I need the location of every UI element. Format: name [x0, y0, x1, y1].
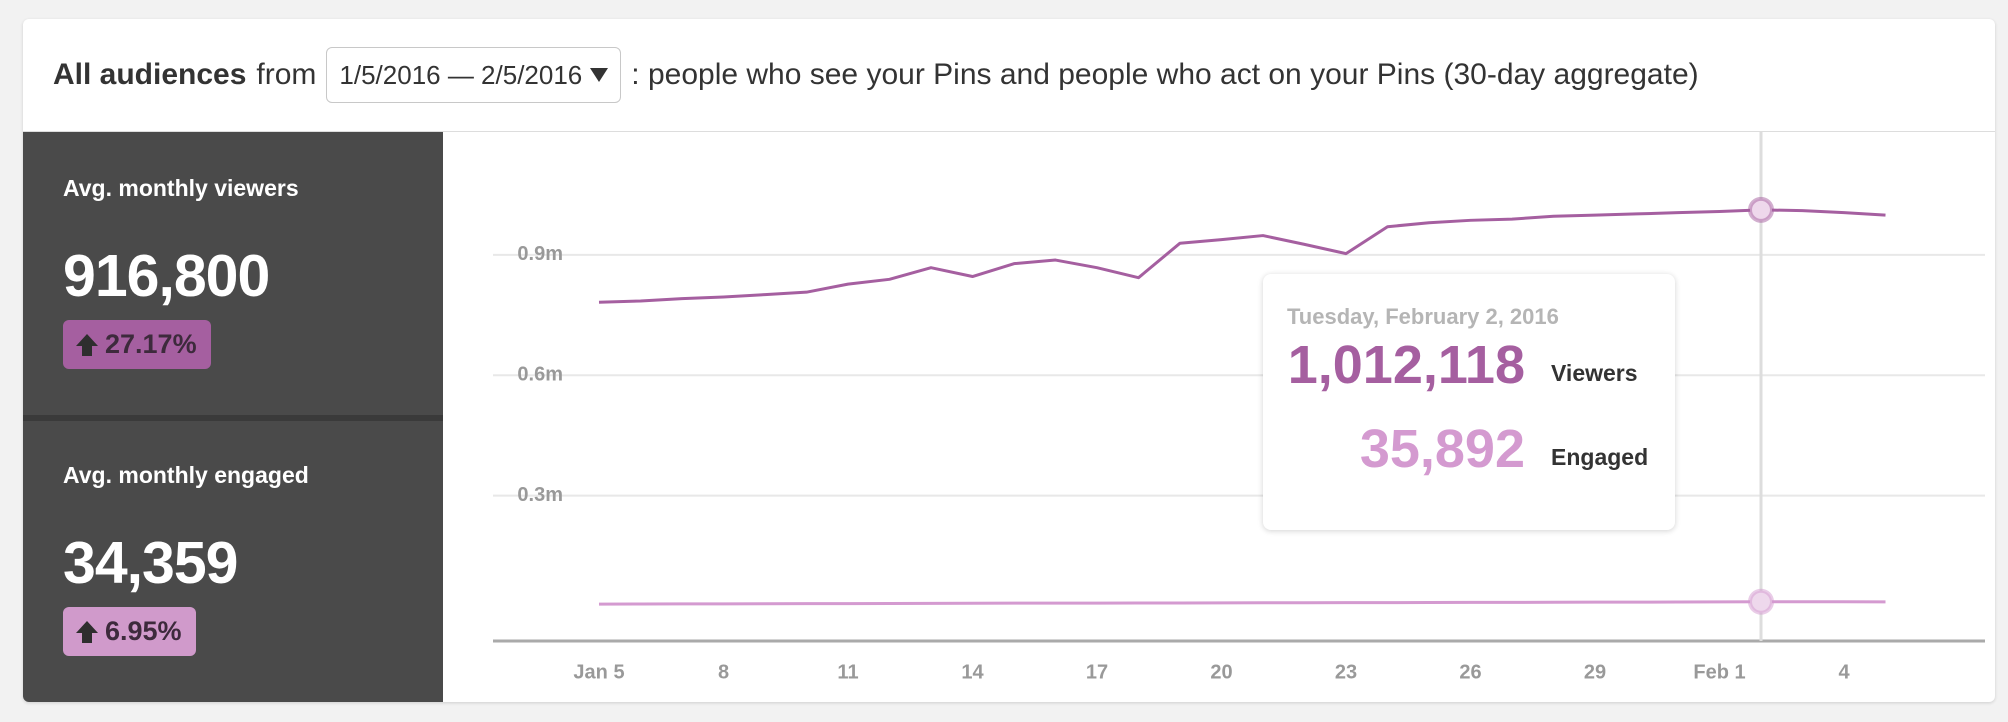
divider [23, 415, 443, 421]
series-line [598, 208, 1886, 304]
tooltip-series: Viewers [1551, 360, 1638, 386]
tooltip: Tuesday, February 2, 2016 1,012,118 View… [1263, 274, 1675, 530]
y-tick-label: 0.9m [517, 243, 563, 265]
summary-label: Avg. monthly viewers [63, 175, 299, 201]
audience-card: All audiences from 1/5/2016 — 2/5/2016 :… [23, 19, 1995, 702]
change-value: 27.17% [105, 329, 197, 359]
x-tick-label: 14 [961, 661, 984, 683]
change-value: 6.95% [105, 616, 182, 646]
description: : people who see your Pins and people wh… [631, 58, 1699, 91]
up-arrow [76, 333, 98, 356]
engaged-panel: Avg. monthly engaged 34,359 6.95% [23, 421, 443, 702]
date-range-select[interactable]: 1/5/2016 — 2/5/2016 [326, 47, 622, 103]
title: All audiences [53, 58, 247, 91]
y-tick-label: 0.6m [517, 364, 563, 386]
viewers-panel: Avg. monthly viewers 916,800 27.17% [23, 132, 443, 415]
hover-point [1748, 588, 1774, 615]
x-tick-label: 8 [718, 661, 729, 683]
up-arrow [76, 620, 98, 643]
tooltip-value: 1,012,118 [1287, 335, 1525, 395]
tooltip-value: 35,892 [1359, 419, 1525, 479]
x-tick-label: 23 [1335, 661, 1357, 683]
chart: 0.3m 0.6m 0.9m Jan 5 8 11 14 17 20 23 26 29 Feb 1 4 [493, 132, 1985, 683]
header: All audiences from 1/5/2016 — 2/5/2016 :… [23, 19, 1995, 132]
dropdown-arrow [590, 68, 609, 82]
series-line [598, 600, 1886, 606]
change-badge: 27.17% [63, 320, 211, 369]
date-range: 1/5/2016 — 2/5/2016 [339, 59, 583, 90]
hover-point [1748, 196, 1774, 223]
x-tick-label: 17 [1086, 661, 1108, 683]
change-badge: 6.95% [63, 607, 196, 656]
summary-value: 916,800 [63, 243, 270, 309]
x-tick-label: Jan 5 [573, 661, 624, 683]
x-tick-label: 29 [1584, 661, 1606, 683]
tooltip-series: Engaged [1551, 444, 1649, 470]
x-tick-label: 20 [1210, 661, 1232, 683]
x-tick-label: Feb 1 [1693, 661, 1745, 683]
summary-label: Avg. monthly engaged [63, 462, 309, 488]
x-tick-label: 11 [837, 661, 858, 683]
summary-sidebar: Avg. monthly viewers 916,800 27.17% Avg.… [23, 132, 443, 702]
x-tick-label: 4 [1838, 661, 1850, 683]
tooltip-date: Tuesday, February 2, 2016 [1287, 304, 1559, 329]
y-tick-label: 0.3m [517, 484, 563, 506]
from-text: from [256, 58, 317, 91]
summary-value: 34,359 [63, 530, 238, 596]
x-tick-label: 26 [1459, 661, 1481, 683]
